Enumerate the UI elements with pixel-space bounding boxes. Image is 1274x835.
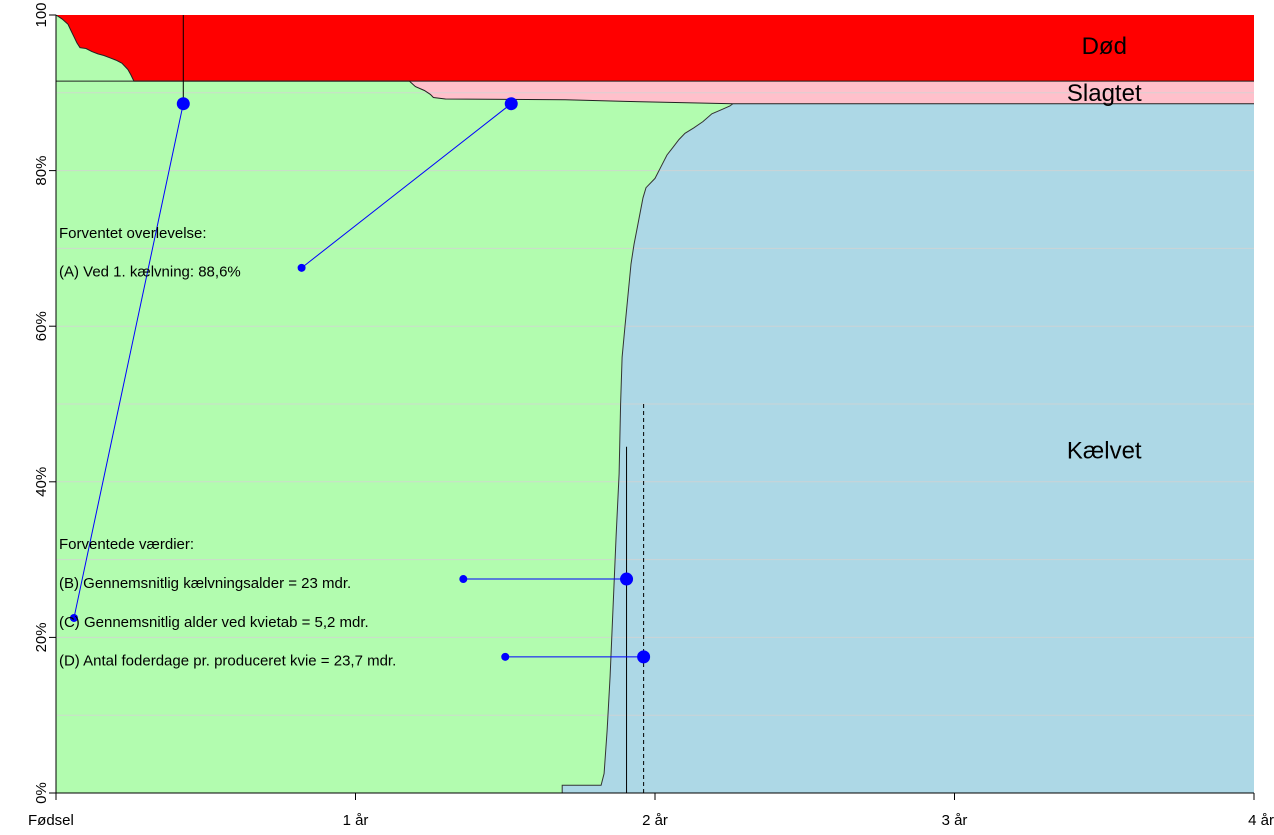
annotation-text: (A) Ved 1. kælvning: 88,6% (59, 264, 241, 281)
x-tick-label: 4 år (1248, 812, 1274, 829)
y-tick-label: 0% (33, 782, 50, 804)
dead-region (56, 15, 1254, 82)
marker-connector-A (301, 103, 512, 269)
x-tick-label: 1 år (343, 812, 369, 829)
marker-start-B (459, 575, 468, 584)
marker-point-D (637, 650, 651, 664)
region-label-slaughtered: Slagtet (1067, 80, 1142, 107)
region-label-calved: Kælvet (1067, 438, 1142, 465)
y-tick-label: 20% (33, 622, 50, 652)
labels: Død Slagtet Kælvet Forventet overlevelse: (A… (59, 33, 1142, 670)
x-tick-label: 2 år (642, 812, 668, 829)
annotation-text: Forventede værdier: (59, 536, 194, 553)
marker-start-D (501, 652, 510, 661)
plot-area (55, 14, 1254, 793)
annotation-text: (C) Gennemsnitlig alder ved kvietab = 5,… (59, 614, 369, 631)
calving-boundary (561, 103, 734, 793)
axes: Fødsel 1 år 2 år 3 år 4 år 0% 20% 40% 60% 80% 100 (28, 2, 1274, 829)
marker-point-B (620, 572, 634, 586)
x-tick-label: Fødsel (28, 812, 74, 829)
marker-start-C (69, 613, 78, 622)
marker-start-A (297, 263, 306, 272)
calved-region (562, 103, 1254, 793)
dead-boundary (55, 14, 1254, 82)
annotation-text: (D) Antal foderdage pr. produceret kvie … (59, 653, 396, 670)
marker-connector-C (73, 103, 184, 619)
y-tick-label: 100 (33, 2, 50, 27)
y-tick-label: 60% (33, 311, 50, 341)
region-label-dead: Død (1082, 33, 1127, 60)
annotation-text: (B) Gennemsnitlig kælvningsalder = 23 md… (59, 575, 351, 592)
annotation-text: Forventet overlevelse: (59, 225, 207, 242)
x-tick-label: 3 år (942, 812, 968, 829)
slaughter-boundary (56, 80, 1254, 105)
y-tick-label: 40% (33, 467, 50, 497)
marker-point-A (504, 97, 518, 111)
y-tick-label: 80% (33, 156, 50, 186)
marker-point-C (176, 97, 190, 111)
